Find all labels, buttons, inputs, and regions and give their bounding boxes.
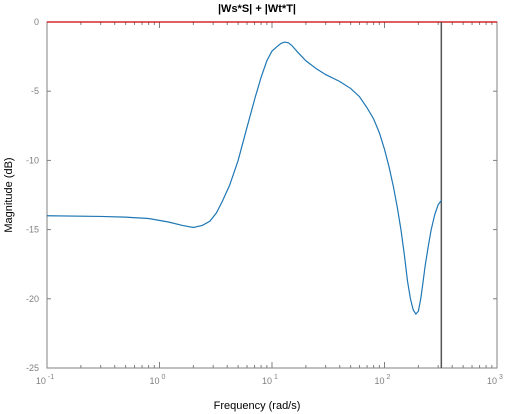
x-tick-label: 10 1 xyxy=(262,374,278,386)
x-axis: 10 -1 10 0 10 1 10 2 10 3 xyxy=(36,22,503,386)
x-tick-label: 10 0 xyxy=(150,374,166,386)
y-tick-label: -25 xyxy=(26,363,39,373)
chart-title: |Ws*S| + |Wt*T| xyxy=(218,3,296,15)
plot-frame xyxy=(46,21,498,369)
x-axis-label: Frequency (rad/s) xyxy=(214,400,301,412)
x-tick-label: 10 -1 xyxy=(36,374,54,386)
y-tick-label: -15 xyxy=(26,225,39,235)
y-tick-label: 0 xyxy=(34,17,39,27)
x-tick-label: 10 2 xyxy=(375,374,391,386)
y-tick-label: -5 xyxy=(31,86,39,96)
series-line xyxy=(46,41,442,316)
y-axis: 0 -5 -10 -15 -20 -25 xyxy=(26,17,497,373)
y-axis-label: Magnitude (dB) xyxy=(3,157,15,232)
y-tick-label: -20 xyxy=(26,294,39,304)
x-tick-label: 10 3 xyxy=(487,374,503,386)
y-tick-label: -10 xyxy=(26,155,39,165)
